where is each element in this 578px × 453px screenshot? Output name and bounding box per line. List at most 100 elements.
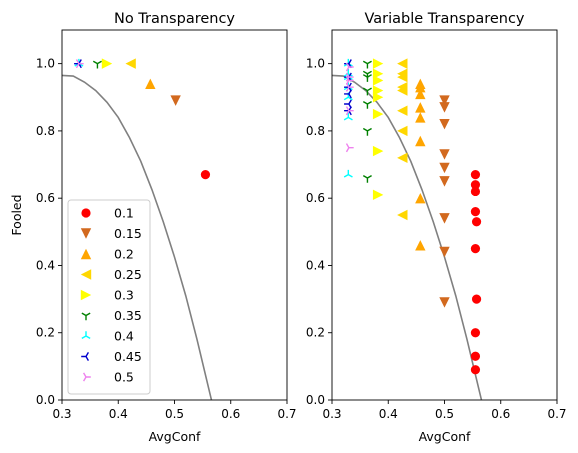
- data-point: [397, 85, 408, 96]
- data-point: [397, 209, 408, 221]
- legend-box: [67, 199, 151, 395]
- legend-marker: [80, 228, 92, 239]
- data-point: [362, 127, 372, 136]
- data-point: [372, 58, 384, 69]
- x-axis-label: AvgConf: [149, 429, 201, 444]
- legend-marker: [80, 248, 92, 260]
- x-tick-label: 0.6: [221, 407, 240, 421]
- data-point: [470, 351, 481, 361]
- legend-label: 0.5: [114, 370, 134, 385]
- data-point: [415, 192, 426, 204]
- data-point: [471, 294, 482, 304]
- data-point: [439, 149, 450, 160]
- y-tick-label: 0.2: [36, 326, 55, 340]
- chart-title: Variable Transparency: [364, 11, 524, 27]
- data-point: [470, 170, 481, 180]
- y-tick-label: 1.0: [306, 57, 325, 71]
- data-point: [470, 180, 481, 190]
- data-point: [372, 189, 384, 201]
- data-point: [345, 143, 354, 153]
- y-tick-label: 0.8: [36, 124, 55, 138]
- data-point: [372, 108, 384, 120]
- y-tick-label: 0.4: [306, 258, 325, 272]
- legend-label: 0.35: [114, 308, 142, 323]
- y-axis-label: Fooled: [9, 194, 24, 235]
- chart-title: No Transparency: [114, 11, 235, 27]
- trend-curve: [62, 74, 213, 400]
- y-tick-label: 1.0: [36, 57, 55, 71]
- x-tick-label: 0.6: [491, 407, 510, 421]
- data-point: [345, 82, 354, 92]
- data-point: [345, 62, 354, 72]
- data-point: [397, 58, 408, 69]
- legend-marker: [82, 372, 91, 382]
- y-tick-label: 0.6: [306, 191, 325, 205]
- data-point: [397, 71, 408, 83]
- data-point: [439, 102, 450, 113]
- x-tick-label: 0.7: [547, 407, 566, 421]
- legend-label: 0.45: [114, 349, 142, 364]
- y-tick-label: 0.4: [36, 258, 55, 272]
- legend-label: 0.25: [114, 267, 142, 282]
- data-point: [362, 100, 372, 109]
- data-point: [439, 246, 450, 258]
- data-point: [362, 60, 372, 69]
- x-tick-label: 0.4: [109, 407, 128, 421]
- data-point: [101, 58, 113, 69]
- data-point: [170, 95, 181, 106]
- data-point: [397, 125, 408, 137]
- legend-label: 0.3: [114, 288, 134, 303]
- y-tick-label: 0.0: [36, 393, 55, 407]
- data-point: [470, 244, 481, 254]
- data-point: [415, 135, 426, 147]
- data-point: [200, 170, 211, 180]
- legend: 0.1 0.15 0.2 0.25 0.3 0.35 0.4 0.45 0.5: [67, 199, 151, 395]
- x-axis-label: AvgConf: [419, 429, 471, 444]
- data-point: [415, 102, 426, 113]
- data-point: [372, 75, 384, 86]
- data-point: [439, 297, 450, 308]
- data-point: [470, 328, 481, 338]
- x-tick-label: 0.7: [277, 407, 296, 421]
- data-point: [344, 89, 352, 99]
- x-tick-label: 0.5: [165, 407, 184, 421]
- x-tick-label: 0.5: [435, 407, 454, 421]
- data-point: [397, 152, 408, 164]
- data-point: [75, 59, 84, 69]
- data-point: [439, 162, 450, 174]
- data-point: [372, 92, 384, 103]
- data-point: [92, 60, 102, 69]
- data-point: [471, 217, 482, 227]
- x-tick-label: 0.3: [52, 407, 71, 421]
- legend-marker: [81, 312, 91, 321]
- legend-marker: [81, 208, 91, 218]
- data-point: [470, 207, 481, 217]
- data-point: [372, 145, 384, 157]
- data-point: [397, 105, 408, 116]
- data-point: [439, 176, 450, 187]
- data-point: [362, 87, 372, 96]
- chart-variable-transparency: 0.3 0.4 0.5 0.6 0.7 0.0 0.2 0.4 0.6 0.8 1.0 Variabl…: [306, 11, 567, 444]
- legend-label: 0.1: [114, 206, 134, 221]
- legend-label: 0.2: [114, 247, 134, 262]
- y-tick-label: 0.6: [36, 191, 55, 205]
- legend-label: 0.4: [114, 329, 134, 344]
- legend-marker: [80, 269, 92, 280]
- data-point: [415, 112, 426, 123]
- y-tick-label: 0.2: [306, 326, 325, 340]
- legend-marker: [81, 351, 90, 362]
- y-tick-label: 0.8: [306, 124, 325, 138]
- data-point: [344, 99, 352, 109]
- data-point: [439, 213, 450, 224]
- x-tick-label: 0.4: [379, 407, 398, 421]
- data-point: [372, 85, 384, 96]
- chart-no-transparency: 0.3 0.4 0.5 0.6 0.7 0.0 0.2 0.4 0.6 0.8 1.0 No Tran…: [9, 11, 297, 444]
- legend-label: 0.15: [114, 226, 142, 241]
- data-point: [343, 112, 353, 121]
- legend-marker: [80, 289, 92, 301]
- data-point: [439, 95, 450, 106]
- data-point: [415, 240, 426, 251]
- data-point: [343, 169, 353, 178]
- trend-curve: [332, 74, 483, 400]
- data-point: [362, 74, 372, 82]
